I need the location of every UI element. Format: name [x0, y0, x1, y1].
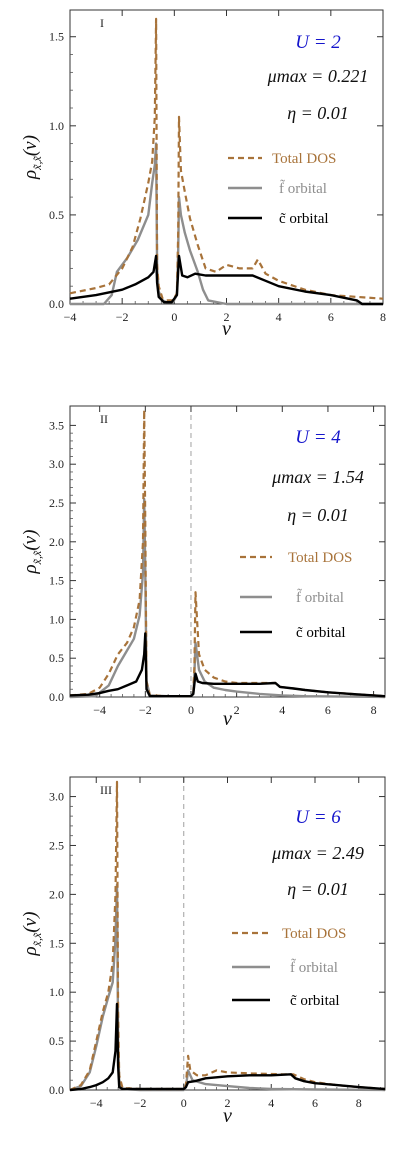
x-tick-label: 4	[279, 703, 285, 717]
legend-label-total-dos: Total DOS	[282, 926, 346, 942]
y-tick-label: 2.5	[49, 496, 64, 510]
y-axis-label: ρx̃,x̃(ν)	[20, 912, 44, 957]
y-tick-label: 3.5	[49, 418, 64, 432]
mu-max-label: μmax = 2.49	[271, 843, 364, 863]
y-tick-label: 2.0	[49, 887, 64, 901]
series-line-c-orbital	[69, 254, 383, 306]
y-tick-label: 2.0	[49, 535, 64, 549]
series-line-total-dos	[69, 17, 384, 302]
panel-II: 0.0 0.5 1.0 1.5 2.0 2.5 3.0 3.5 −4 −2 0 2 4 6 8 II ν ρx̃,…	[20, 405, 386, 730]
panel-I: 0.0 0.5 1.0 1.5 −4 −2 0 2 4 6 8 Iν ρx̃,x̃(ν) U = 2 μma…	[20, 9, 386, 340]
x-tick-label: 6	[312, 1096, 318, 1110]
x-tick-label: 2	[224, 310, 230, 324]
u-label: U = 6	[295, 807, 341, 828]
y-tick-label: 2.5	[49, 838, 64, 852]
plot-frame	[69, 405, 386, 698]
x-axis-label: ν	[222, 318, 231, 340]
x-tick-label: 4	[276, 310, 282, 324]
y-tick-label: 0.5	[49, 651, 64, 665]
x-tick-label: 6	[328, 310, 334, 324]
legend-label-total-dos: Total DOS	[288, 550, 352, 566]
x-tick-label: −2	[116, 310, 129, 324]
x-tick-label: −2	[134, 1096, 147, 1110]
y-tick-label: 3.0	[49, 457, 64, 471]
legend-label-f-orbital: f̃ orbital	[296, 588, 344, 606]
x-tick-label: −2	[139, 703, 152, 717]
y-tick-label: 1.5	[49, 574, 64, 588]
mu-max-label: μmax = 0.221	[267, 66, 369, 86]
y-tick-label: 1.5	[49, 30, 64, 44]
x-tick-label: 4	[268, 1096, 274, 1110]
legend-label-f-orbital: f̃ orbital	[279, 179, 327, 197]
y-tick-label: 1.0	[49, 119, 64, 133]
x-axis-label: ν	[223, 1105, 232, 1127]
y-tick-label: 0.5	[49, 208, 64, 222]
eta-label: η = 0.01	[287, 879, 349, 899]
u-label: U = 4	[295, 427, 341, 448]
x-tick-label: −4	[90, 1096, 103, 1110]
x-tick-label: 2	[234, 703, 240, 717]
x-tick-label: 0	[171, 310, 177, 324]
legend-label-c-orbital: c̃ orbital	[279, 211, 329, 227]
legend-label-f-orbital: f̃ orbital	[290, 958, 338, 976]
panel-label: II	[100, 412, 108, 426]
y-axis-label: ρx̃,x̃(ν)	[20, 530, 44, 575]
mu-max-label: μmax = 1.54	[271, 467, 364, 487]
series-line-c-orbital	[69, 632, 386, 698]
y-tick-label: 1.0	[49, 985, 64, 999]
x-tick-label: −4	[64, 310, 77, 324]
x-tick-label: 0	[181, 1096, 187, 1110]
y-tick-label: 1.0	[49, 612, 64, 626]
x-tick-label: 8	[371, 703, 377, 717]
eta-label: η = 0.01	[287, 103, 349, 123]
legend-label-c-orbital: c̃ orbital	[296, 625, 346, 641]
x-tick-label: 8	[380, 310, 386, 324]
series-line-c-orbital	[69, 1002, 386, 1092]
y-tick-label: 0.0	[49, 297, 64, 311]
x-axis-label: ν	[223, 708, 232, 730]
y-tick-label: 0.5	[49, 1034, 64, 1048]
x-tick-label: 2	[225, 1096, 231, 1110]
u-label: U = 2	[295, 32, 341, 53]
legend-label-c-orbital: c̃ orbital	[290, 993, 340, 1009]
panel-III: 0.0 0.5 1.0 1.5 2.0 2.5 3.0 −4 −2 0 2 4 6 8 III ν ρx̃,x̃…	[20, 776, 386, 1127]
x-tick-label: −4	[93, 703, 106, 717]
legend-label-total-dos: Total DOS	[272, 151, 336, 167]
eta-label: η = 0.01	[287, 505, 349, 525]
y-tick-label: 0.0	[49, 1083, 64, 1097]
x-tick-label: 8	[356, 1096, 362, 1110]
x-tick-label: 0	[188, 703, 194, 717]
x-tick-label: 6	[325, 703, 331, 717]
y-tick-label: 3.0	[49, 790, 64, 804]
y-tick-label: 0.0	[49, 690, 64, 704]
y-axis-label: ρx̃,x̃(ν)	[20, 135, 44, 180]
y-tick-label: 1.5	[49, 936, 64, 950]
series-line-f-orbital	[70, 142, 383, 306]
panel-label: I	[100, 16, 104, 30]
panel-label: III	[100, 783, 112, 797]
